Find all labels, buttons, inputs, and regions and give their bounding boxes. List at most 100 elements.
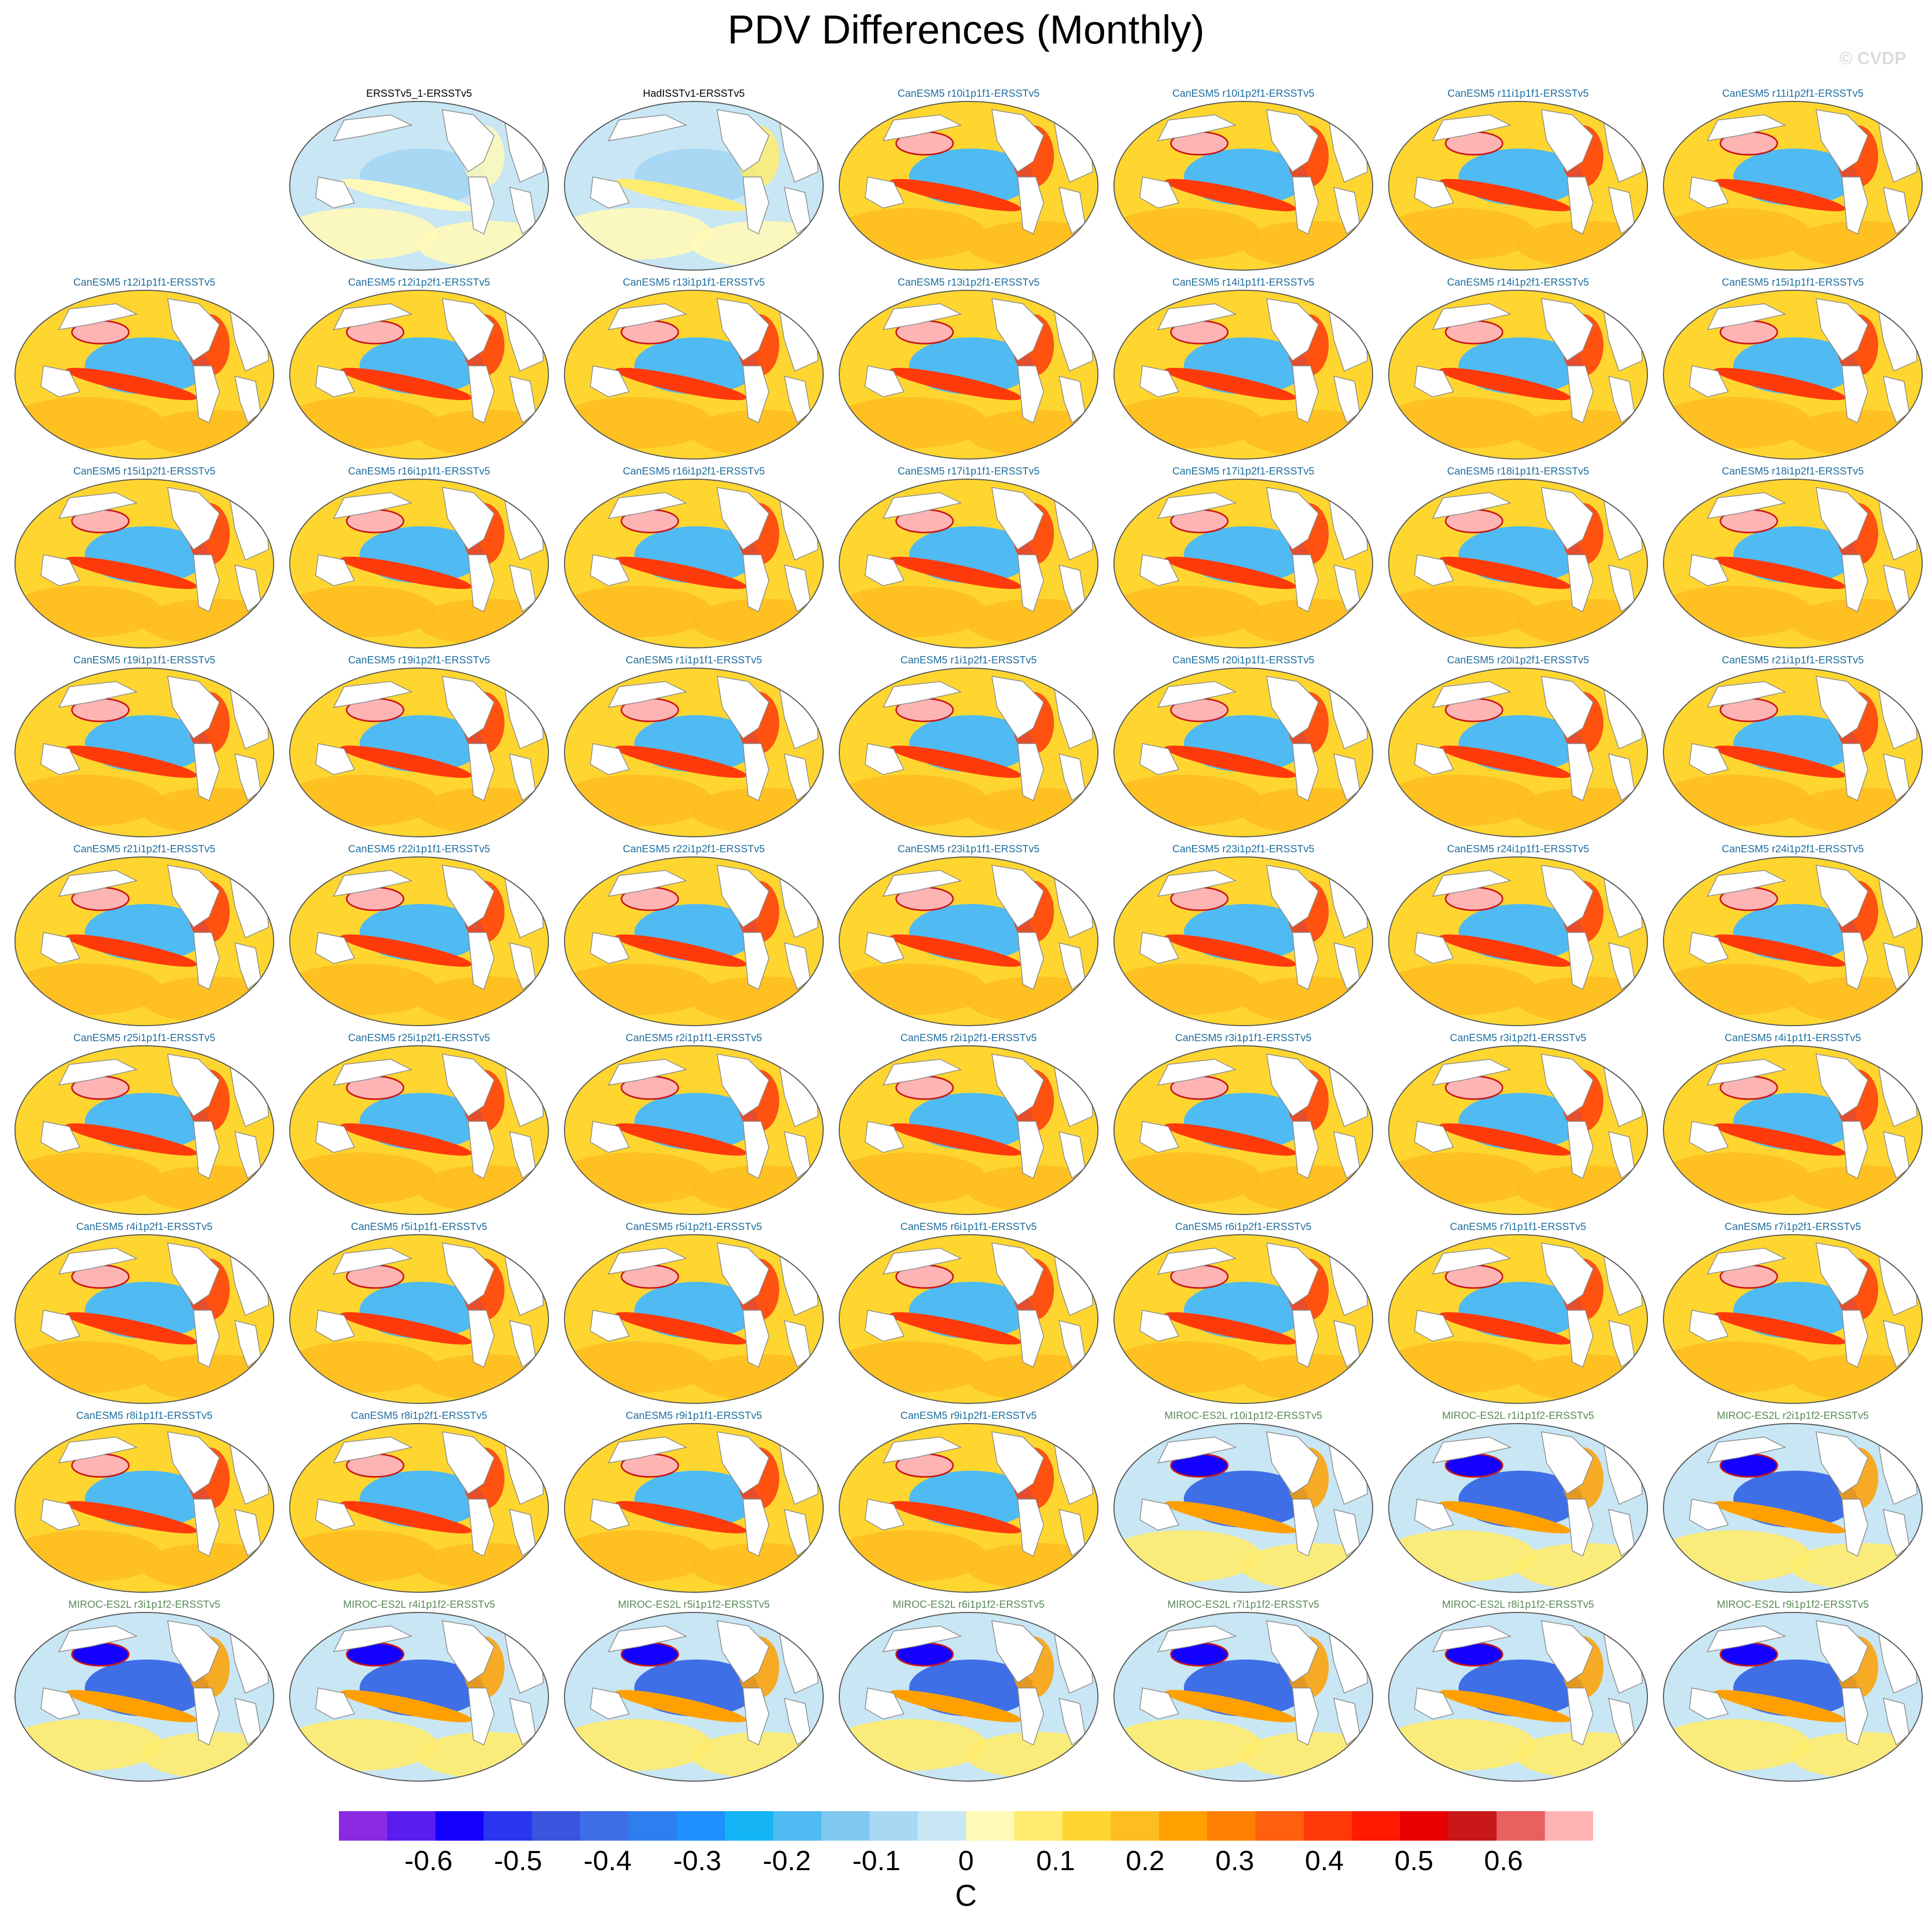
panel-title: CanESM5 r23i1p2f1-ERSSTv5	[1172, 843, 1315, 855]
colorbar-swatch	[869, 1811, 918, 1841]
panel-title: CanESM5 r17i1p1f1-ERSSTv5	[897, 466, 1040, 477]
colorbar-swatch	[387, 1811, 436, 1841]
panel-title: CanESM5 r13i1p1f1-ERSSTv5	[622, 277, 765, 288]
colorbar-tick-label: 0.3	[1215, 1845, 1254, 1876]
map-plot	[1388, 1423, 1648, 1593]
map-panel: CanESM5 r20i1p1f1-ERSSTv5	[1106, 655, 1380, 841]
colorbar-tick-label: -0.6	[404, 1845, 453, 1876]
panel-title: CanESM5 r19i1p2f1-ERSSTv5	[348, 655, 491, 666]
map-panel: CanESM5 r16i1p2f1-ERSSTv5	[557, 466, 831, 652]
map-panel: CanESM5 r24i1p2f1-ERSSTv5	[1656, 843, 1930, 1030]
map-panel: CanESM5 r12i1p1f1-ERSSTv5	[7, 277, 281, 463]
colorbar-swatch	[1158, 1811, 1208, 1841]
panel-title: MIROC-ES2L r6i1p1f2-ERSSTv5	[893, 1599, 1045, 1610]
colorbar-swatch	[339, 1811, 388, 1841]
map-panel: MIROC-ES2L r8i1p1f2-ERSSTv5	[1381, 1599, 1655, 1785]
panel-title: MIROC-ES2L r9i1p1f2-ERSSTv5	[1717, 1599, 1869, 1610]
map-plot	[289, 290, 549, 460]
map-plot	[1113, 1045, 1373, 1215]
map-plot	[14, 1612, 274, 1782]
panel-title: CanESM5 r24i1p1f1-ERSSTv5	[1447, 843, 1589, 855]
map-panel: CanESM5 r10i1p1f1-ERSSTv5	[831, 88, 1106, 274]
panel-title: CanESM5 r17i1p2f1-ERSSTv5	[1172, 466, 1315, 477]
map-plot	[1388, 1612, 1648, 1782]
colorbar-swatch	[1014, 1811, 1063, 1841]
map-plot	[14, 1045, 274, 1215]
panel-title: CanESM5 r13i1p2f1-ERSSTv5	[897, 277, 1040, 288]
map-panel: CanESM5 r18i1p1f1-ERSSTv5	[1381, 466, 1655, 652]
panel-title: CanESM5 r9i1p2f1-ERSSTv5	[900, 1410, 1037, 1421]
panel-title: MIROC-ES2L r1i1p1f2-ERSSTv5	[1442, 1410, 1594, 1421]
map-panel: HadISSTv1-ERSSTv5	[557, 88, 831, 274]
map-panel: CanESM5 r13i1p2f1-ERSSTv5	[831, 277, 1106, 463]
map-plot	[14, 1423, 274, 1593]
map-panel: CanESM5 r14i1p1f1-ERSSTv5	[1106, 277, 1380, 463]
colorbar-tick-label: 0.4	[1305, 1845, 1344, 1876]
map-plot	[14, 1234, 274, 1404]
map-panel: CanESM5 r23i1p2f1-ERSSTv5	[1106, 843, 1380, 1030]
colorbar-swatch	[435, 1811, 484, 1841]
colorbar-swatch	[531, 1811, 581, 1841]
colorbar-tick-label: 0.1	[1036, 1845, 1075, 1876]
panel-title: CanESM5 r5i1p1f1-ERSSTv5	[351, 1221, 487, 1233]
map-panel: CanESM5 r5i1p1f1-ERSSTv5	[282, 1221, 556, 1408]
colorbar-tick-label: -0.5	[494, 1845, 542, 1876]
map-panel: MIROC-ES2L r6i1p1f2-ERSSTv5	[831, 1599, 1106, 1785]
map-plot	[839, 101, 1098, 271]
panel-grid: ERSSTv5_1-ERSSTv5 HadISSTv1-ERSSTv5 CanESM…	[7, 88, 1930, 1782]
colorbar-swatch	[773, 1811, 822, 1841]
panel-title: CanESM5 r24i1p2f1-ERSSTv5	[1721, 843, 1864, 855]
map-panel: CanESM5 r8i1p1f1-ERSSTv5	[7, 1410, 281, 1596]
panel-title: CanESM5 r25i1p2f1-ERSSTv5	[348, 1032, 491, 1044]
colorbar-tick-label: -0.3	[673, 1845, 722, 1876]
colorbar-swatch	[1303, 1811, 1353, 1841]
panel-title: CanESM5 r12i1p2f1-ERSSTv5	[348, 277, 491, 288]
map-plot	[564, 1612, 824, 1782]
map-panel: CanESM5 r6i1p1f1-ERSSTv5	[831, 1221, 1106, 1408]
map-panel: CanESM5 r9i1p2f1-ERSSTv5	[831, 1410, 1106, 1596]
map-panel: CanESM5 r1i1p1f1-ERSSTv5	[557, 655, 831, 841]
panel-title: CanESM5 r22i1p1f1-ERSSTv5	[348, 843, 491, 855]
map-panel: CanESM5 r1i1p2f1-ERSSTv5	[831, 655, 1106, 841]
map-panel: CanESM5 r23i1p1f1-ERSSTv5	[831, 843, 1106, 1030]
colorbar-swatch	[1496, 1811, 1545, 1841]
map-plot	[564, 856, 824, 1026]
map-panel: CanESM5 r19i1p2f1-ERSSTv5	[282, 655, 556, 841]
map-plot	[839, 479, 1098, 648]
map-plot	[1388, 101, 1648, 271]
colorbar-tick-label: -0.2	[763, 1845, 811, 1876]
map-panel: MIROC-ES2L r10i1p1f2-ERSSTv5	[1106, 1410, 1380, 1596]
map-panel: CanESM5 r12i1p2f1-ERSSTv5	[282, 277, 556, 463]
map-panel: CanESM5 r11i1p2f1-ERSSTv5	[1656, 88, 1930, 274]
map-plot	[1663, 1612, 1923, 1782]
colorbar-tick-label: 0.6	[1484, 1845, 1523, 1876]
map-panel: CanESM5 r4i1p1f1-ERSSTv5	[1656, 1032, 1930, 1219]
map-panel: MIROC-ES2L r1i1p1f2-ERSSTv5	[1381, 1410, 1655, 1596]
map-plot	[1113, 101, 1373, 271]
map-plot	[564, 1423, 824, 1593]
panel-title: CanESM5 r22i1p2f1-ERSSTv5	[622, 843, 765, 855]
panel-title: CanESM5 r2i1p2f1-ERSSTv5	[900, 1032, 1037, 1044]
panel-title: CanESM5 r20i1p2f1-ERSSTv5	[1447, 655, 1589, 666]
map-panel: CanESM5 r17i1p1f1-ERSSTv5	[831, 466, 1106, 652]
map-plot	[289, 1045, 549, 1215]
map-panel: CanESM5 r7i1p1f1-ERSSTv5	[1381, 1221, 1655, 1408]
map-panel: MIROC-ES2L r9i1p1f2-ERSSTv5	[1656, 1599, 1930, 1785]
map-panel: CanESM5 r25i1p2f1-ERSSTv5	[282, 1032, 556, 1219]
map-panel: MIROC-ES2L r5i1p1f2-ERSSTv5	[557, 1599, 831, 1785]
panel-title: CanESM5 r19i1p1f1-ERSSTv5	[73, 655, 216, 666]
map-plot	[14, 856, 274, 1026]
map-panel: CanESM5 r15i1p1f1-ERSSTv5	[1656, 277, 1930, 463]
map-plot	[1663, 668, 1923, 837]
panel-title: MIROC-ES2L r8i1p1f2-ERSSTv5	[1442, 1599, 1594, 1610]
map-panel: CanESM5 r19i1p1f1-ERSSTv5	[7, 655, 281, 841]
panel-title: CanESM5 r14i1p1f1-ERSSTv5	[1172, 277, 1315, 288]
panel-title: CanESM5 r12i1p1f1-ERSSTv5	[73, 277, 216, 288]
colorbar-swatch	[724, 1811, 774, 1841]
colorbar-swatch	[483, 1811, 532, 1841]
panel-title: CanESM5 r3i1p2f1-ERSSTv5	[1450, 1032, 1586, 1044]
map-panel: MIROC-ES2L r4i1p1f2-ERSSTv5	[282, 1599, 556, 1785]
credit-text: © CVDP	[1839, 49, 1906, 68]
map-plot	[14, 668, 274, 837]
panel-title: MIROC-ES2L r5i1p1f2-ERSSTv5	[618, 1599, 770, 1610]
